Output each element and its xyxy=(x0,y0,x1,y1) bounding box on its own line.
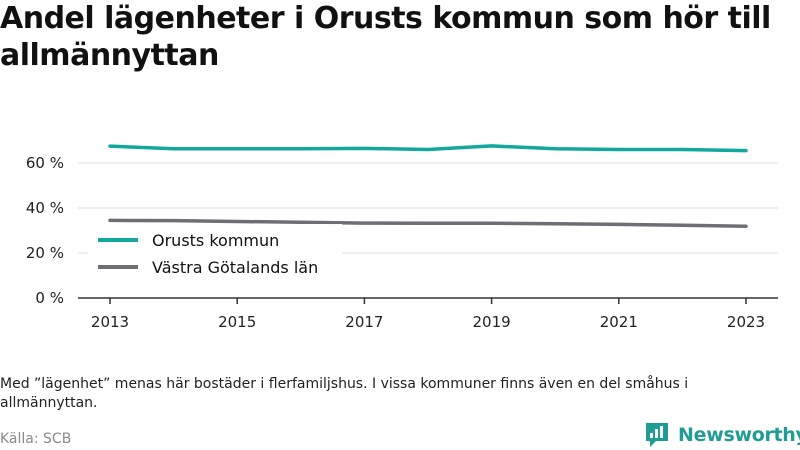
legend-background xyxy=(88,224,342,282)
legend: Orusts kommun Västra Götalands län xyxy=(88,224,342,282)
x-tick-label: 2017 xyxy=(345,313,383,331)
line-chart: 0 % 20 % 40 % 60 % 2013 2015 2017 2019 2021 2023… xyxy=(26,144,778,331)
source-label: Källa: SCB xyxy=(0,431,72,447)
chart-title: Andel lägenheter i Orusts kommun som hör… xyxy=(0,1,771,73)
series-lines xyxy=(108,144,748,228)
x-axis: 2013 2015 2017 2019 2021 2023 xyxy=(78,297,778,331)
newsworthy-logo-icon xyxy=(646,423,668,447)
series-line xyxy=(108,218,748,228)
x-tick-label: 2019 xyxy=(473,313,511,331)
y-tick-label: 40 % xyxy=(26,199,64,217)
y-tick-label: 60 % xyxy=(26,154,64,172)
x-tick-label: 2021 xyxy=(600,313,638,331)
x-tick-label: 2013 xyxy=(91,313,129,331)
y-tick-label: 0 % xyxy=(35,289,64,307)
series-line xyxy=(108,144,748,153)
legend-label: Västra Götalands län xyxy=(152,258,318,277)
chart-note: Med ”lägenhet” menas här bostäder i fler… xyxy=(0,376,689,411)
x-tick-label: 2015 xyxy=(218,313,256,331)
y-axis-ticks: 0 % 20 % 40 % 60 % xyxy=(26,154,64,307)
legend-label: Orusts kommun xyxy=(152,231,279,250)
y-tick-label: 20 % xyxy=(26,244,64,262)
brand-name: Newsworthy xyxy=(678,424,800,446)
brand-logo[interactable]: Newsworthy xyxy=(644,420,800,450)
x-tick-label: 2023 xyxy=(727,313,765,331)
